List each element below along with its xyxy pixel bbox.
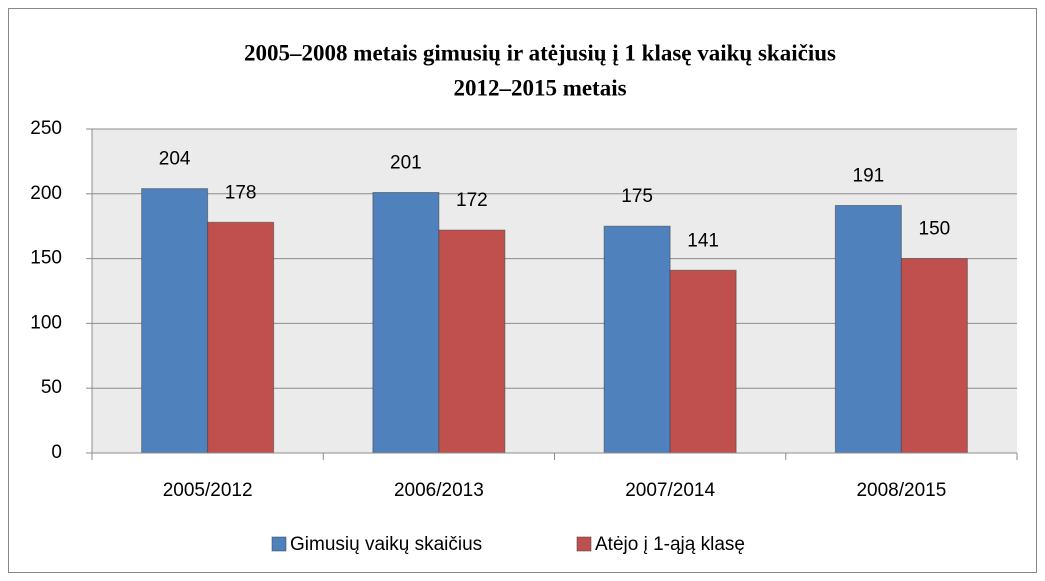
legend-label: Atėjo į 1-ąją klasę xyxy=(595,534,745,555)
value-label: 191 xyxy=(853,165,885,186)
bar xyxy=(207,221,275,454)
chart-title: 2005–2008 metais gimusių ir atėjusių į 1… xyxy=(244,40,836,65)
y-tick-label: 50 xyxy=(41,377,62,398)
bar xyxy=(834,204,902,454)
bar xyxy=(669,269,737,454)
bar xyxy=(438,229,506,454)
bar xyxy=(141,188,209,454)
y-tick-label: 100 xyxy=(30,312,62,333)
legend-label: Gimusių vaikų skaičius xyxy=(290,534,482,555)
bar xyxy=(603,225,671,454)
y-tick-label: 200 xyxy=(30,183,62,204)
x-tick-label: 2007/2014 xyxy=(625,480,715,501)
value-label: 201 xyxy=(390,153,422,174)
value-label: 150 xyxy=(919,219,951,240)
legend-swatch xyxy=(576,536,592,552)
value-label: 172 xyxy=(456,190,488,211)
y-tick-label: 150 xyxy=(30,248,62,269)
value-label: 178 xyxy=(225,182,257,203)
x-tick-label: 2008/2015 xyxy=(856,480,946,501)
y-tick-label: 250 xyxy=(30,118,62,139)
bar xyxy=(900,258,968,454)
chart-title: 2012–2015 metais xyxy=(453,75,626,100)
y-tick-label: 0 xyxy=(51,442,62,463)
legend-swatch xyxy=(271,536,287,552)
x-tick-label: 2006/2013 xyxy=(394,480,484,501)
value-label: 141 xyxy=(687,230,719,251)
value-label: 175 xyxy=(621,186,653,207)
bar xyxy=(372,192,440,454)
value-label: 204 xyxy=(159,149,191,170)
x-tick-label: 2005/2012 xyxy=(163,480,253,501)
